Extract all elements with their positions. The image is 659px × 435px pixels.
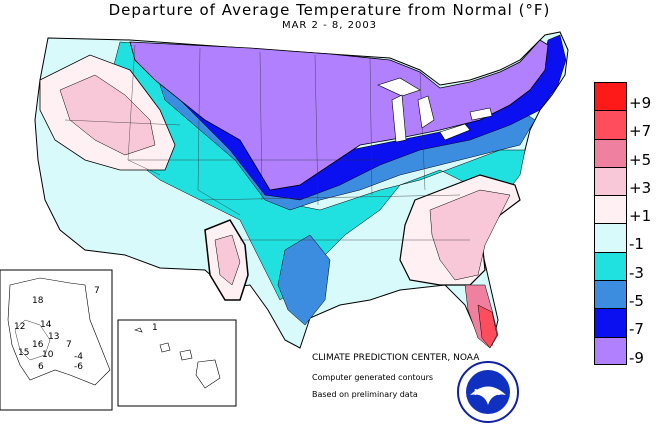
legend [594, 82, 627, 365]
legend-label: -7 [629, 320, 644, 339]
alaska-label: 7 [66, 340, 72, 350]
region-west-plus3 [59, 74, 156, 156]
legend-label: -3 [629, 263, 644, 282]
map-title: Departure of Average Temperature from No… [108, 1, 551, 19]
legend-label: +3 [629, 178, 652, 197]
legend-swatch [594, 110, 627, 139]
legend-swatch [594, 82, 627, 111]
alaska-label: 15 [18, 348, 30, 358]
legend-swatch [594, 223, 627, 252]
alaska-label: 7 [94, 286, 100, 296]
region-minus9 [129, 39, 549, 191]
alaska-label: -4 [74, 352, 83, 362]
credit-text: CLIMATE PREDICTION CENTER, NOAA [312, 353, 480, 363]
region-sw-plus3 [214, 234, 241, 286]
legend-label: -5 [629, 292, 644, 311]
alaska-label: 16 [32, 340, 44, 350]
state-boundaries [64, 44, 470, 241]
region-florida-plus7 [477, 304, 498, 349]
hawaii-inset [117, 319, 237, 407]
note-data: Based on preliminary data [312, 390, 418, 399]
alaska-label: 14 [40, 320, 52, 330]
legend-label: +7 [629, 122, 652, 141]
map-subtitle: MAR 2 - 8, 2003 [281, 20, 378, 31]
noaa-logo [457, 361, 519, 423]
alaska-label: -6 [74, 362, 83, 372]
legend-swatch [594, 280, 627, 309]
legend-swatch [594, 308, 627, 337]
legend-swatch [594, 195, 627, 224]
legend-label: +1 [629, 207, 652, 226]
legend-swatch [594, 138, 627, 167]
noaa-logo-text: NOAA [474, 388, 500, 397]
legend-swatch [594, 166, 627, 196]
legend-label: -9 [629, 348, 644, 367]
note-contours: Computer generated contours [312, 373, 434, 382]
hawaii-label: 1 [152, 323, 158, 333]
alaska-label: 18 [32, 296, 44, 306]
legend-label: +9 [629, 94, 652, 112]
alaska-label: 13 [48, 332, 60, 342]
alaska-inset [0, 269, 113, 411]
alaska-label: 10 [42, 350, 54, 360]
region-texas-minus5 [277, 234, 331, 326]
legend-label: +5 [629, 150, 652, 169]
great-lakes [377, 77, 493, 143]
legend-swatch [594, 336, 627, 365]
alaska-label: 12 [14, 322, 26, 332]
legend-label: -1 [629, 235, 644, 254]
alaska-label: 6 [38, 362, 44, 372]
legend-labels: +9 +7 +5 +3 +1 -1 -3 -5 -7 -9 [629, 82, 659, 367]
legend-swatch [594, 251, 627, 281]
region-se-plus3 [429, 189, 511, 281]
